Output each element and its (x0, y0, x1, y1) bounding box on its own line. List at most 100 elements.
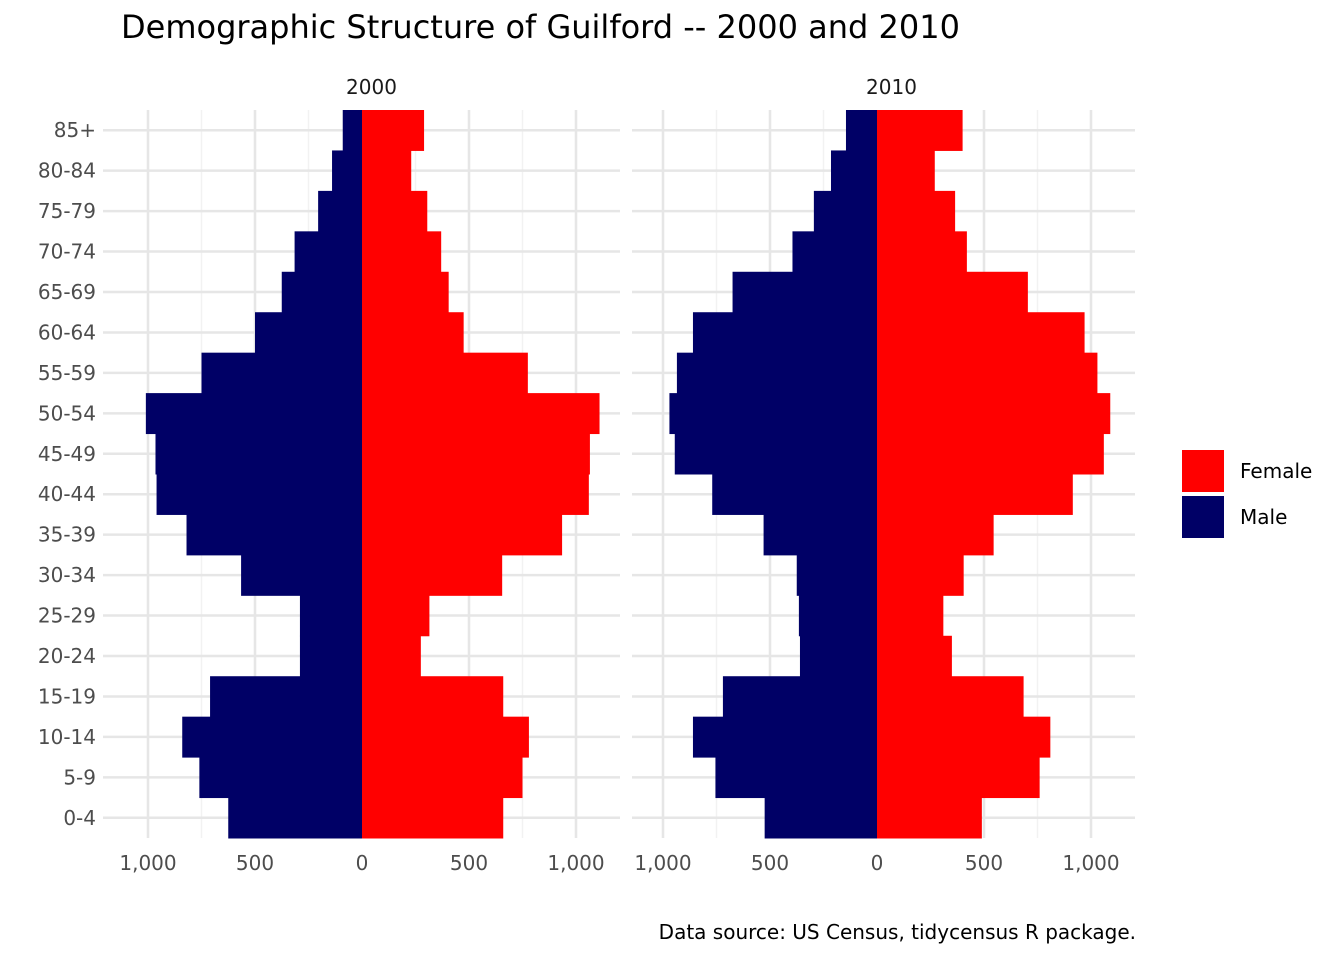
y-tick-label: 50-54 (38, 401, 96, 425)
bar-male-2000-30-34 (241, 554, 362, 596)
y-tick-label: 80-84 (38, 159, 96, 183)
bar-male-2000-85+ (342, 110, 362, 151)
bar-female-2000-55-59 (362, 352, 528, 394)
bar-female-2010-80-84 (877, 150, 935, 192)
bar-female-2010-50-54 (877, 393, 1111, 435)
bar-male-2000-75-79 (318, 190, 362, 232)
bar-female-2010-30-34 (877, 554, 964, 596)
bar-female-2000-45-49 (362, 433, 590, 475)
bar-female-2010-45-49 (877, 433, 1104, 475)
bar-female-2010-85+ (877, 110, 963, 151)
bar-male-2000-25-29 (299, 595, 362, 637)
bar-male-2010-85+ (845, 110, 877, 151)
y-tick-label: 0-4 (63, 806, 96, 830)
bar-male-2000-80-84 (332, 150, 362, 192)
bar-female-2000-75-79 (362, 190, 428, 232)
bar-male-2010-20-24 (799, 635, 877, 677)
x-tick-label: 1,000 (634, 851, 691, 875)
y-tick-label: 55-59 (38, 361, 96, 385)
y-tick-label: 20-24 (38, 644, 96, 668)
bar-female-2000-20-24 (362, 635, 421, 677)
bar-female-2000-5-9 (362, 757, 523, 799)
bar-female-2000-35-39 (362, 514, 563, 556)
bar-male-2010-65-69 (732, 271, 877, 313)
bar-female-2000-25-29 (362, 595, 430, 637)
bar-male-2010-70-74 (792, 231, 877, 273)
bar-male-2000-60-64 (255, 312, 362, 354)
y-tick-label: 30-34 (38, 563, 96, 587)
y-tick-label: 15-19 (38, 684, 96, 708)
legend-key-female (1182, 450, 1224, 492)
y-tick-label: 70-74 (38, 240, 96, 264)
bar-male-2010-15-19 (722, 676, 877, 718)
y-tick-label: 10-14 (38, 725, 96, 749)
x-tick-label: 500 (965, 851, 1003, 875)
bar-male-2010-25-29 (798, 595, 877, 637)
x-tick-label: 0 (356, 851, 369, 875)
x-tick-label: 0 (871, 851, 884, 875)
chart-caption: Data source: US Census, tidycensus R pac… (658, 920, 1136, 944)
bar-female-2010-35-39 (877, 514, 994, 556)
bar-male-2010-35-39 (763, 514, 877, 556)
panel-2010: 2010 1,000 500 0 500 1,000 (632, 75, 1135, 875)
x-tick-label: 500 (236, 851, 274, 875)
bar-female-2000-40-44 (362, 474, 589, 515)
bar-male-2000-0-4 (228, 797, 362, 839)
x-tick-label: 1,000 (1062, 851, 1119, 875)
y-tick-label: 40-44 (38, 482, 96, 506)
bar-male-2010-5-9 (715, 757, 877, 799)
y-tick-label: 65-69 (38, 280, 96, 304)
y-tick-label: 25-29 (38, 604, 96, 628)
bar-male-2010-0-4 (764, 797, 877, 839)
bar-female-2000-85+ (362, 110, 425, 151)
bar-male-2010-45-49 (674, 433, 877, 475)
bar-female-2010-15-19 (877, 676, 1024, 718)
bar-female-2000-50-54 (362, 393, 600, 435)
bar-female-2010-5-9 (877, 757, 1040, 799)
x-tick-label: 500 (751, 851, 789, 875)
bar-male-2000-20-24 (299, 635, 362, 677)
bar-female-2000-65-69 (362, 271, 449, 313)
bar-male-2000-40-44 (156, 474, 362, 515)
panel-title-2010: 2010 (866, 75, 917, 99)
bar-female-2000-30-34 (362, 554, 503, 596)
bar-male-2000-10-14 (182, 716, 362, 758)
panel-title-2000: 2000 (346, 75, 397, 99)
legend-label-male: Male (1240, 505, 1288, 529)
y-tick-label: 45-49 (38, 442, 96, 466)
bar-male-2010-55-59 (676, 352, 877, 394)
bar-female-2000-10-14 (362, 716, 529, 758)
x-tick-label: 500 (450, 851, 488, 875)
bar-female-2010-25-29 (877, 595, 944, 637)
bar-male-2010-30-34 (796, 554, 877, 596)
bar-male-2000-55-59 (201, 352, 362, 394)
bar-female-2000-80-84 (362, 150, 412, 192)
bar-male-2000-45-49 (155, 433, 362, 475)
bar-female-2000-70-74 (362, 231, 442, 273)
chart-title: Demographic Structure of Guilford -- 200… (121, 8, 960, 46)
y-tick-label: 5-9 (63, 765, 96, 789)
bar-female-2000-0-4 (362, 797, 504, 839)
legend-label-female: Female (1240, 459, 1313, 483)
bar-female-2010-70-74 (877, 231, 967, 273)
bar-male-2000-70-74 (294, 231, 362, 273)
x-tick-label: 1,000 (119, 851, 176, 875)
bar-female-2010-20-24 (877, 635, 952, 677)
bar-female-2010-40-44 (877, 474, 1073, 515)
bar-male-2000-15-19 (210, 676, 362, 718)
bar-male-2010-75-79 (813, 190, 877, 232)
bar-female-2010-55-59 (877, 352, 1098, 394)
bar-male-2010-40-44 (712, 474, 877, 515)
bar-male-2010-80-84 (830, 150, 877, 192)
bar-female-2000-15-19 (362, 676, 504, 718)
bar-male-2000-35-39 (186, 514, 362, 556)
bar-female-2010-65-69 (877, 271, 1028, 313)
y-tick-label: 60-64 (38, 320, 96, 344)
bar-male-2000-65-69 (281, 271, 362, 313)
bar-male-2010-10-14 (692, 716, 877, 758)
bar-male-2010-50-54 (669, 393, 877, 435)
x-tick-label: 1,000 (547, 851, 604, 875)
bar-female-2000-60-64 (362, 312, 464, 354)
y-tick-label: 35-39 (38, 523, 96, 547)
